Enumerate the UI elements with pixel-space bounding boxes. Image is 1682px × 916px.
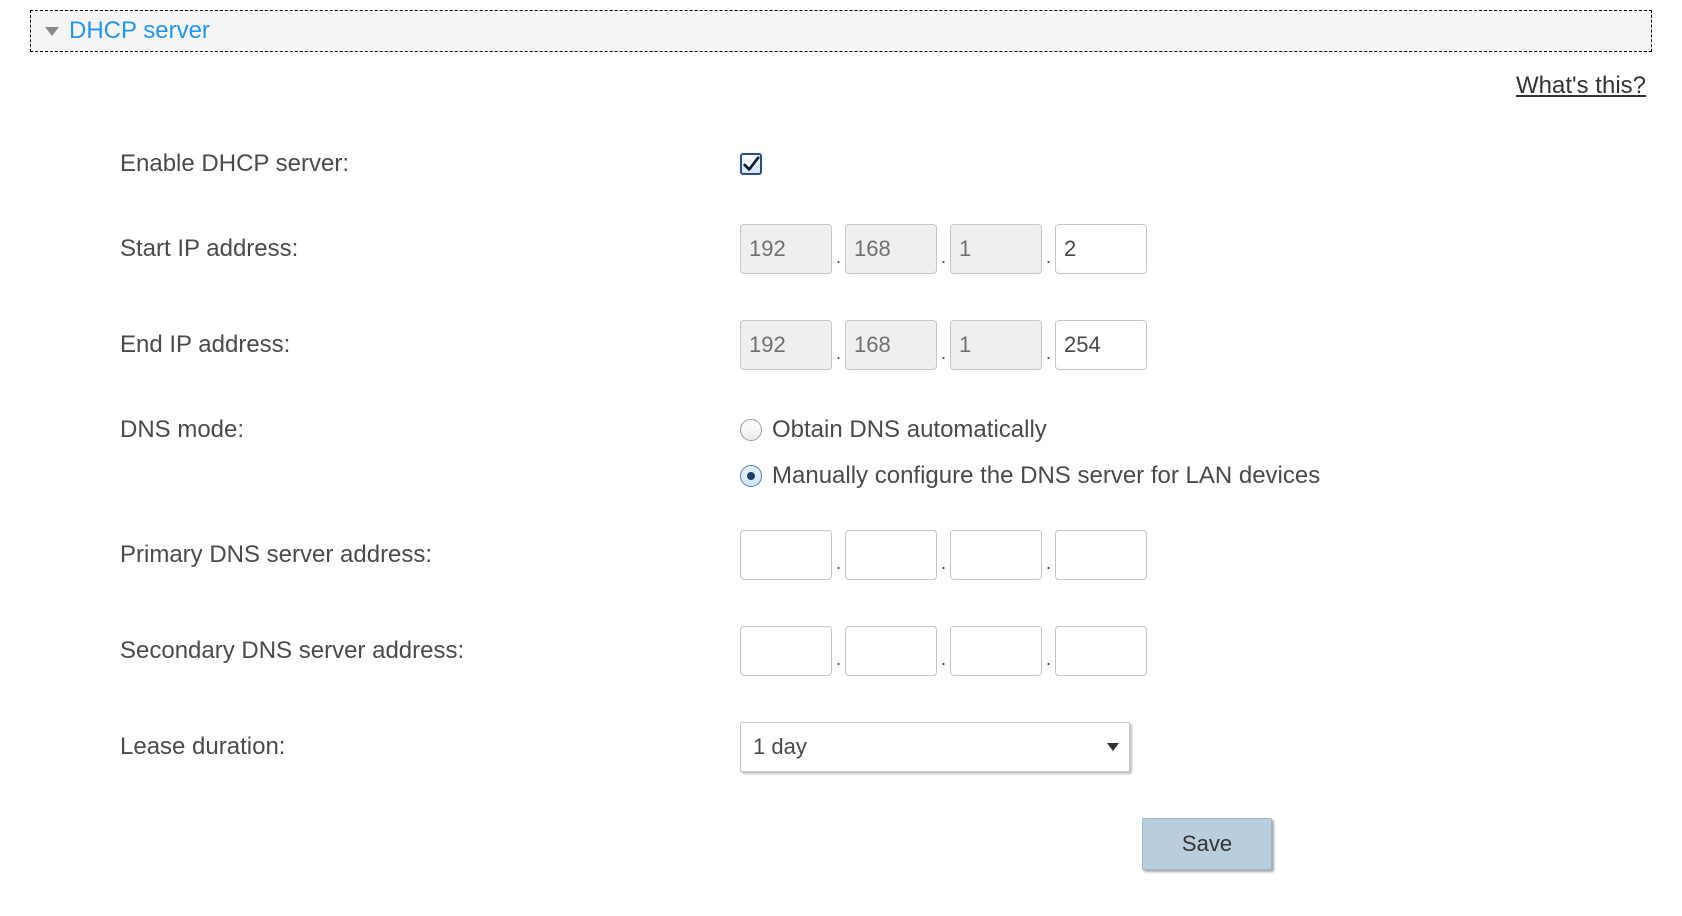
dhcp-form: Enable DHCP server: Start IP address: . …	[30, 150, 1652, 870]
dns-mode-manual-label: Manually configure the DNS server for LA…	[772, 462, 1320, 490]
secondary-dns-octet-2[interactable]	[845, 626, 937, 676]
end-ip-group: . . .	[740, 320, 1147, 370]
label-primary-dns: Primary DNS server address:	[120, 541, 740, 569]
ip-dot: .	[1042, 553, 1055, 580]
ip-dot: .	[937, 649, 950, 676]
ip-dot: .	[832, 343, 845, 370]
secondary-dns-octet-1[interactable]	[740, 626, 832, 676]
start-ip-octet-3[interactable]	[950, 224, 1042, 274]
whats-this-link[interactable]: What's this?	[1516, 72, 1646, 99]
ip-dot: .	[1042, 649, 1055, 676]
primary-dns-octet-2[interactable]	[845, 530, 937, 580]
start-ip-octet-4[interactable]	[1055, 224, 1147, 274]
button-row: Save	[120, 818, 1652, 870]
label-enable: Enable DHCP server:	[120, 150, 740, 178]
ip-dot: .	[832, 553, 845, 580]
primary-dns-octet-4[interactable]	[1055, 530, 1147, 580]
primary-dns-group: . . .	[740, 530, 1147, 580]
secondary-dns-octet-4[interactable]	[1055, 626, 1147, 676]
caret-down-icon	[1107, 743, 1119, 751]
row-lease: Lease duration: 1 day	[120, 722, 1652, 772]
start-ip-group: . . .	[740, 224, 1147, 274]
row-enable: Enable DHCP server:	[120, 150, 1652, 178]
end-ip-octet-2[interactable]	[845, 320, 937, 370]
radio-outer-icon	[740, 465, 762, 487]
end-ip-octet-3[interactable]	[950, 320, 1042, 370]
ip-dot: .	[1042, 247, 1055, 274]
ip-dot: .	[832, 247, 845, 274]
section-header[interactable]: DHCP server	[30, 10, 1652, 52]
dns-mode-auto-label: Obtain DNS automatically	[772, 416, 1047, 444]
save-button[interactable]: Save	[1142, 818, 1272, 870]
row-dns-mode: DNS mode: Obtain DNS automatically	[120, 416, 1652, 444]
ip-dot: .	[937, 343, 950, 370]
primary-dns-octet-1[interactable]	[740, 530, 832, 580]
check-icon	[742, 155, 760, 173]
collapse-triangle-icon	[45, 27, 59, 36]
row-end-ip: End IP address: . . .	[120, 320, 1652, 370]
section-title: DHCP server	[69, 17, 210, 45]
enable-dhcp-checkbox[interactable]	[740, 153, 762, 175]
label-end-ip: End IP address:	[120, 331, 740, 359]
secondary-dns-group: . . .	[740, 626, 1147, 676]
lease-select-wrap: 1 day	[740, 722, 1130, 772]
end-ip-octet-1[interactable]	[740, 320, 832, 370]
radio-inner-icon	[747, 472, 755, 480]
dns-mode-manual-radio[interactable]: Manually configure the DNS server for LA…	[740, 462, 1320, 490]
label-lease: Lease duration:	[120, 733, 740, 761]
row-start-ip: Start IP address: . . .	[120, 224, 1652, 274]
start-ip-octet-1[interactable]	[740, 224, 832, 274]
label-secondary-dns: Secondary DNS server address:	[120, 637, 740, 665]
dns-mode-auto-radio[interactable]: Obtain DNS automatically	[740, 416, 1047, 444]
lease-duration-select[interactable]: 1 day	[740, 722, 1130, 772]
ip-dot: .	[832, 649, 845, 676]
row-secondary-dns: Secondary DNS server address: . . .	[120, 626, 1652, 676]
row-dns-mode-manual: Manually configure the DNS server for LA…	[120, 462, 1652, 490]
ip-dot: .	[937, 553, 950, 580]
label-start-ip: Start IP address:	[120, 235, 740, 263]
page: DHCP server What's this? Enable DHCP ser…	[0, 0, 1682, 900]
start-ip-octet-2[interactable]	[845, 224, 937, 274]
end-ip-octet-4[interactable]	[1055, 320, 1147, 370]
ip-dot: .	[937, 247, 950, 274]
lease-selected-value: 1 day	[753, 734, 807, 760]
row-primary-dns: Primary DNS server address: . . .	[120, 530, 1652, 580]
ip-dot: .	[1042, 343, 1055, 370]
radio-outer-icon	[740, 419, 762, 441]
secondary-dns-octet-3[interactable]	[950, 626, 1042, 676]
label-dns-mode: DNS mode:	[120, 416, 740, 444]
primary-dns-octet-3[interactable]	[950, 530, 1042, 580]
help-row: What's this?	[30, 72, 1652, 100]
